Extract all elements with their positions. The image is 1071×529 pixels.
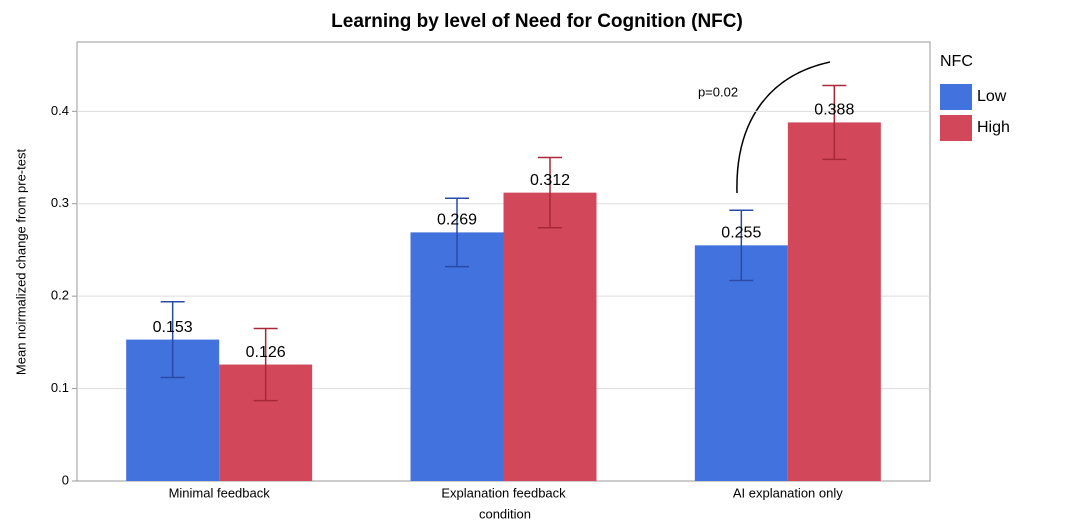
x-tick-label: AI explanation only bbox=[733, 485, 843, 500]
error-bar bbox=[445, 197, 469, 268]
y-axis-title: Mean noirmalized change from pre-test bbox=[13, 149, 28, 376]
error-bar bbox=[822, 84, 847, 161]
data-label: 0.255 bbox=[721, 225, 761, 242]
error-bar bbox=[253, 327, 278, 402]
bar bbox=[410, 232, 504, 481]
legend-label: High bbox=[977, 119, 1010, 136]
x-axis-title: condition bbox=[479, 506, 531, 521]
chart-title: Learning by level of Need for Cognition … bbox=[331, 11, 743, 32]
data-label: 0.388 bbox=[814, 102, 854, 119]
data-label: 0.269 bbox=[437, 212, 477, 229]
bar bbox=[503, 192, 597, 482]
error-bar bbox=[160, 300, 185, 379]
y-tick-label: 0 bbox=[62, 472, 69, 487]
bar bbox=[787, 122, 881, 482]
data-label: 0.312 bbox=[530, 172, 570, 189]
y-tick-label: 0.3 bbox=[51, 195, 69, 210]
x-tick-label: Explanation feedback bbox=[441, 485, 566, 500]
legend-title: NFC bbox=[940, 53, 973, 70]
y-tick-label: 0.1 bbox=[51, 380, 69, 395]
error-bar bbox=[538, 156, 562, 229]
annotation: p=0.02 bbox=[698, 84, 738, 99]
y-tick-label: 0.4 bbox=[51, 103, 69, 118]
annotation-curve bbox=[736, 61, 831, 194]
legend-label: Low bbox=[977, 88, 1007, 105]
legend-swatch bbox=[940, 84, 972, 110]
bar bbox=[694, 245, 788, 481]
x-tick-label: Minimal feedback bbox=[169, 485, 271, 500]
error-bar bbox=[729, 209, 754, 282]
data-label: 0.153 bbox=[153, 319, 193, 336]
legend-swatch bbox=[940, 115, 972, 141]
data-label: 0.126 bbox=[246, 344, 286, 361]
y-tick-label: 0.2 bbox=[51, 288, 69, 303]
